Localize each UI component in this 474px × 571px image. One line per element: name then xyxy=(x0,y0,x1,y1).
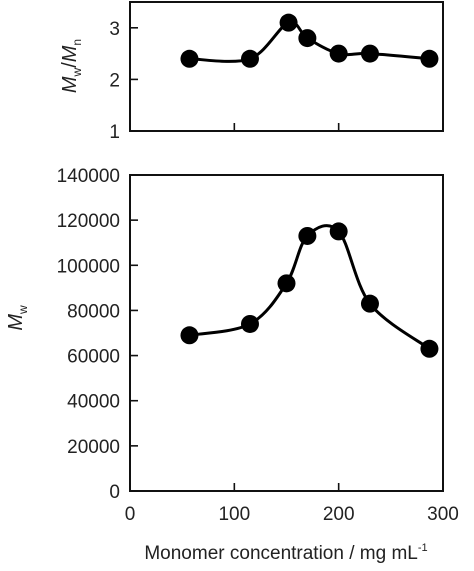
top-data-point xyxy=(420,49,439,68)
bottom-data-point xyxy=(329,222,348,241)
bottom-y-tick-label: 40000 xyxy=(67,392,120,413)
top-y-axis-title: Mw/Mn xyxy=(59,39,84,93)
top-data-point xyxy=(298,29,317,48)
top-points xyxy=(180,13,439,68)
top-data-point xyxy=(279,13,298,32)
bottom-y-tick-label: 120000 xyxy=(57,211,120,232)
bottom-data-point xyxy=(360,294,379,313)
bottom-y-tick-label: 100000 xyxy=(57,256,120,277)
top-axis-ticks: 1 2 3 xyxy=(109,19,444,143)
top-data-point xyxy=(180,49,199,68)
bottom-plot-frame xyxy=(129,174,444,492)
bottom-x-tick-label: 300 xyxy=(427,504,459,525)
x-axis-title: Monomer concentration / mg mL-1 xyxy=(144,542,427,564)
bottom-x-tick-label: 100 xyxy=(218,504,250,525)
top-y-tick-label: 1 xyxy=(109,122,120,143)
bottom-y-tick-label: 20000 xyxy=(67,437,120,458)
bottom-y-axis-title: Mw xyxy=(5,305,30,331)
top-data-point xyxy=(329,44,348,63)
top-y-tick-label: 3 xyxy=(109,19,120,40)
bottom-y-tick-label: 0 xyxy=(109,482,120,503)
bottom-points xyxy=(180,222,439,358)
bottom-y-tick-label: 80000 xyxy=(67,301,120,322)
bottom-y-tick-label: 140000 xyxy=(57,166,120,187)
bottom-axis-ticks: 0 20000 40000 60000 80000 100000 120000 140000 0… xyxy=(57,166,459,525)
bottom-data-point xyxy=(240,314,259,333)
bottom-x-tick-label: 0 xyxy=(125,504,136,525)
top-data-point xyxy=(360,44,379,63)
bottom-data-point xyxy=(277,274,296,293)
top-y-tick-label: 2 xyxy=(109,70,120,91)
bottom-data-point xyxy=(420,339,439,358)
bottom-panel: 0 20000 40000 60000 80000 100000 120000 140000 0… xyxy=(5,166,459,564)
bottom-data-point xyxy=(298,226,317,245)
top-plot-frame xyxy=(129,1,444,132)
bottom-y-tick-label: 60000 xyxy=(67,347,120,368)
bottom-x-tick-label: 200 xyxy=(323,504,355,525)
top-data-point xyxy=(240,49,259,68)
top-panel: 1 2 3 Mw/Mn xyxy=(59,1,444,143)
bottom-data-point xyxy=(180,326,199,345)
